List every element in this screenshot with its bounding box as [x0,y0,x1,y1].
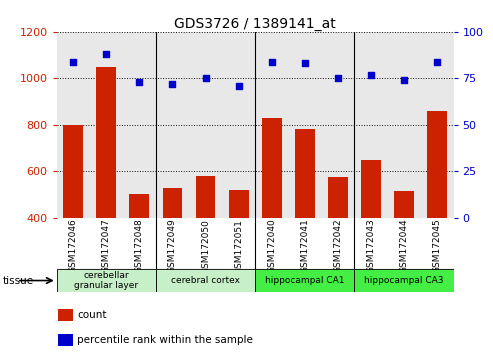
Bar [262,118,282,218]
Point [103,51,110,57]
Bar [58,309,73,321]
Text: GSM172049: GSM172049 [168,219,177,274]
Text: GSM172051: GSM172051 [234,219,243,274]
Text: GSM172050: GSM172050 [201,219,210,274]
Text: GSM172048: GSM172048 [135,219,144,274]
Text: GSM172044: GSM172044 [399,219,409,273]
Bar [394,191,414,218]
Bar [328,177,348,218]
Point [334,75,342,81]
Bar [163,188,182,218]
Bar [97,67,116,218]
Text: cerebral cortex: cerebral cortex [171,276,240,285]
Point [70,59,77,64]
Point [301,61,309,66]
Bar [156,269,255,292]
Bar [361,160,381,218]
Text: GSM172042: GSM172042 [333,219,342,273]
Point [202,75,210,81]
Bar [255,269,354,292]
Point [268,59,276,64]
Bar [58,333,73,346]
Text: count: count [77,310,107,320]
Point [136,79,143,85]
Text: GSM172040: GSM172040 [267,219,276,274]
Text: GSM172045: GSM172045 [432,219,442,274]
Text: GSM172041: GSM172041 [300,219,309,274]
Text: percentile rank within the sample: percentile rank within the sample [77,335,253,344]
Bar [196,176,215,218]
Bar [354,269,454,292]
Point [400,78,408,83]
Bar [63,125,83,218]
Text: cerebellar
granular layer: cerebellar granular layer [74,271,139,290]
Point [367,72,375,78]
Text: GSM172043: GSM172043 [366,219,375,274]
Title: GDS3726 / 1389141_at: GDS3726 / 1389141_at [174,17,336,31]
Text: GSM172046: GSM172046 [69,219,78,274]
Point [235,83,243,88]
Point [169,81,176,87]
Bar [130,194,149,218]
Point [433,59,441,64]
Text: GSM172047: GSM172047 [102,219,111,274]
Text: hippocampal CA3: hippocampal CA3 [364,276,444,285]
Bar [57,269,156,292]
Bar [427,111,447,218]
Bar [295,130,315,218]
Text: tissue: tissue [2,276,34,286]
Text: hippocampal CA1: hippocampal CA1 [265,276,345,285]
Bar [229,190,248,218]
